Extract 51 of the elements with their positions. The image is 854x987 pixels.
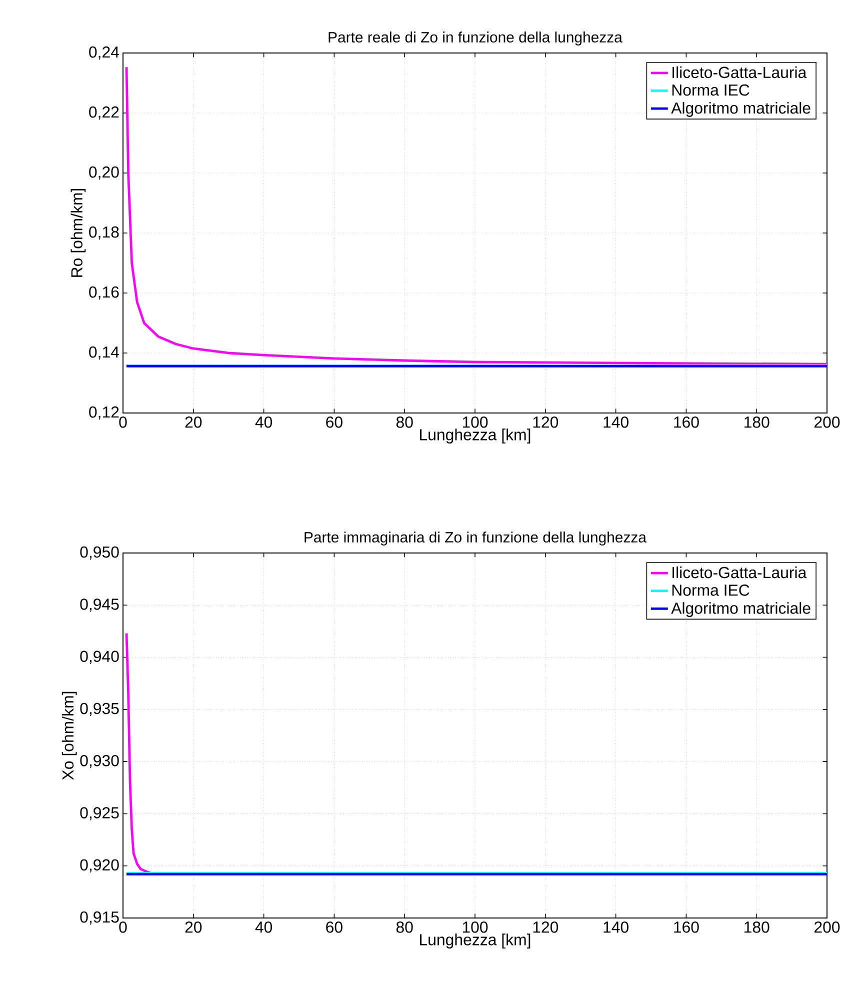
legend-label: Algoritmo matriciale bbox=[671, 102, 810, 117]
x-tick-label: 180 bbox=[744, 922, 770, 933]
x-tick-label: 140 bbox=[604, 922, 628, 933]
legend-label: Algoritmo matriciale bbox=[671, 602, 810, 618]
y-tick-label: 0,20 bbox=[89, 166, 119, 180]
y-tick-label: 0,935 bbox=[80, 702, 119, 716]
y-tick-label: 0,18 bbox=[89, 226, 119, 240]
x-tick-label: 40 bbox=[255, 416, 272, 428]
x-tick-label: 80 bbox=[396, 922, 413, 933]
x-tick-label: 200 bbox=[814, 416, 840, 428]
legend-label: Norma IEC bbox=[672, 84, 750, 96]
y-tick-label: 0,945 bbox=[80, 598, 119, 612]
x-tick-label: 0 bbox=[119, 922, 127, 933]
y-axis-title: Ro [ohm/km] bbox=[70, 188, 86, 277]
chart-title: Parte reale di Zo in funzione della lunghezza bbox=[328, 32, 622, 46]
x-tick-label: 160 bbox=[674, 922, 699, 933]
x-tick-label: 40 bbox=[255, 922, 272, 933]
x-tick-label: 140 bbox=[604, 416, 628, 428]
x-tick-label: 160 bbox=[674, 416, 699, 428]
x-tick-label: 180 bbox=[744, 416, 770, 428]
x-tick-label: 100 bbox=[462, 922, 488, 933]
y-tick-label: 0,920 bbox=[80, 859, 119, 872]
x-tick-label: 60 bbox=[326, 922, 342, 933]
y-tick-label: 0,24 bbox=[89, 46, 120, 60]
x-tick-label: 200 bbox=[814, 922, 840, 933]
y-tick-label: 0,14 bbox=[89, 346, 120, 360]
legend-label: Iliceto-Gatta-Lauria bbox=[672, 66, 807, 78]
line-series bbox=[125, 632, 152, 874]
y-tick-label: 0,925 bbox=[80, 807, 119, 820]
x-tick-label: 20 bbox=[185, 922, 202, 933]
x-tick-label: 80 bbox=[396, 416, 413, 428]
y-tick-label: 0,940 bbox=[80, 650, 119, 664]
y-tick-label: 0,915 bbox=[80, 911, 119, 925]
chart-title: Parte immaginaria di Zo in funzione della lunghezza bbox=[304, 532, 646, 546]
x-tick-label: 20 bbox=[185, 416, 202, 428]
x-tick-label: 100 bbox=[462, 416, 488, 428]
x-tick-label: 120 bbox=[533, 922, 558, 933]
y-tick-label: 0,950 bbox=[80, 546, 119, 560]
y-tick-label: 0,12 bbox=[89, 406, 119, 420]
x-axis-title: Lunghezza [km] bbox=[420, 428, 530, 444]
line-series bbox=[125, 66, 828, 366]
x-tick-label: 0 bbox=[119, 416, 127, 428]
legend-label: Norma IEC bbox=[672, 584, 750, 596]
x-tick-label: 120 bbox=[533, 416, 558, 428]
y-tick-label: 0,16 bbox=[89, 286, 119, 300]
y-tick-label: 0,22 bbox=[89, 106, 119, 120]
x-axis-title: Lunghezza [km] bbox=[420, 934, 530, 949]
y-tick-label: 0,930 bbox=[80, 754, 119, 768]
legend-label: Iliceto-Gatta-Lauria bbox=[672, 566, 807, 578]
y-axis-title: Xo [ohm/km] bbox=[62, 692, 77, 780]
x-tick-label: 60 bbox=[326, 416, 342, 428]
